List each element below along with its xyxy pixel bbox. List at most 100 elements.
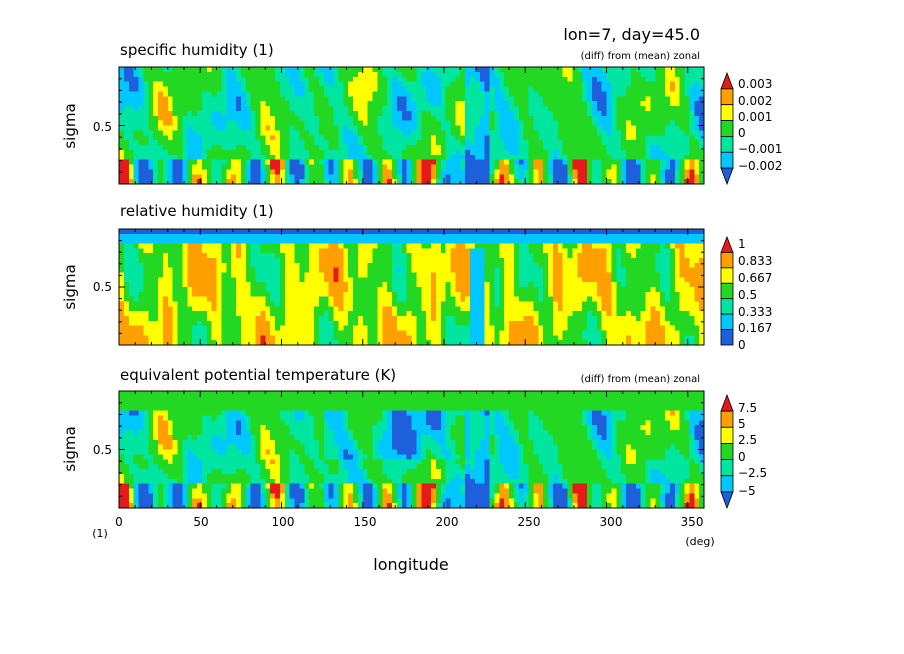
heatmap-cell [616,140,622,146]
heatmap-cell [162,86,169,92]
heatmap-cell [660,96,666,102]
heatmap-cell [494,258,500,264]
heatmap-cell [128,277,135,283]
heatmap-cell [411,81,417,87]
heatmap-cell [133,135,139,141]
heatmap-cell [240,154,247,161]
heatmap-cell [211,145,217,151]
heatmap-cell [250,277,256,283]
heatmap-cell [377,120,383,126]
heatmap-cell [353,272,359,278]
heatmap-cell [435,115,442,122]
heatmap-cell [460,258,466,264]
heatmap-cell [318,159,325,165]
heatmap-cell [518,277,525,283]
heatmap-cell [284,115,291,122]
heatmap-cell [284,169,291,175]
heatmap-cell [406,149,412,156]
heatmap-cell [518,301,525,307]
heatmap-cell [489,291,495,298]
heatmap-cell [187,81,193,87]
heatmap-cell [494,81,500,87]
heatmap-cell [323,110,330,117]
heatmap-cell [431,149,437,156]
heatmap-cell [421,296,427,302]
heatmap-cell [226,96,232,102]
heatmap-cell [260,262,266,269]
heatmap-cell [357,262,364,269]
heatmap-cell [270,96,276,102]
heatmap-cell [221,91,227,97]
heatmap-cell [596,159,603,165]
heatmap-cell [245,86,252,92]
heatmap-cell [465,130,471,136]
heatmap-cell [509,267,515,273]
heatmap-cell [284,174,291,180]
heatmap-cell [148,291,154,298]
heatmap-cell [484,248,490,254]
heatmap-cell [367,67,373,73]
heatmap-cell [353,316,359,322]
heatmap-cell [377,125,383,131]
heatmap-cell [343,125,349,131]
heatmap-cell [455,106,461,112]
heatmap-cell [396,76,403,83]
heatmap-cell [187,233,193,240]
heatmap-cell [162,272,169,278]
heatmap-cell [172,229,178,235]
heatmap-cell [338,169,344,175]
heatmap-cell [192,130,198,136]
heatmap-cell [201,154,208,161]
heatmap-cell [431,154,437,161]
heatmap-cell [474,301,481,307]
heatmap-cell [533,106,539,112]
heatmap-cell [499,291,505,298]
heatmap-cell [119,229,125,235]
heatmap-cell [567,120,573,126]
heatmap-cell [577,86,583,92]
heatmap-cell [177,76,183,83]
heatmap-cell [240,320,247,327]
heatmap-cell [367,145,373,151]
heatmap-cell [421,140,427,146]
heatmap-cell [645,91,651,97]
heatmap-cell [606,86,612,92]
heatmap-cell [367,267,373,273]
heatmap-cell [226,301,232,307]
heatmap-cell [289,258,295,264]
heatmap-cell [674,179,681,185]
heatmap-cell [333,325,339,331]
heatmap-cell [499,258,505,264]
heatmap-cell [494,291,500,298]
heatmap-cell [294,291,300,298]
heatmap-cell [470,243,476,249]
heatmap-cell [177,154,183,161]
heatmap-cell [504,311,510,317]
heatmap-cell [450,248,456,254]
heatmap-cell [392,135,398,141]
heatmap-cell [245,91,252,97]
heatmap-cell [557,120,564,126]
heatmap-cell [533,81,539,87]
heatmap-cell [543,101,549,107]
heatmap-cell [357,335,364,341]
heatmap-cell [357,306,364,312]
heatmap-cell [655,154,661,161]
heatmap-cell [206,67,213,73]
heatmap-cell [509,81,515,87]
heatmap-cell [411,243,417,249]
heatmap-cell [665,159,671,165]
heatmap-cell [255,149,261,156]
heatmap-cell [387,291,393,298]
heatmap-cell [216,316,222,322]
heatmap-cell [674,159,681,165]
heatmap-cell [309,253,315,259]
heatmap-cell [450,258,456,264]
heatmap-cell [435,164,442,170]
heatmap-cell [431,145,437,151]
heatmap-cell [396,106,403,112]
heatmap-cell [357,330,364,336]
heatmap-cell [231,120,237,126]
heatmap-cell [499,287,505,293]
heatmap-cell [660,154,666,161]
